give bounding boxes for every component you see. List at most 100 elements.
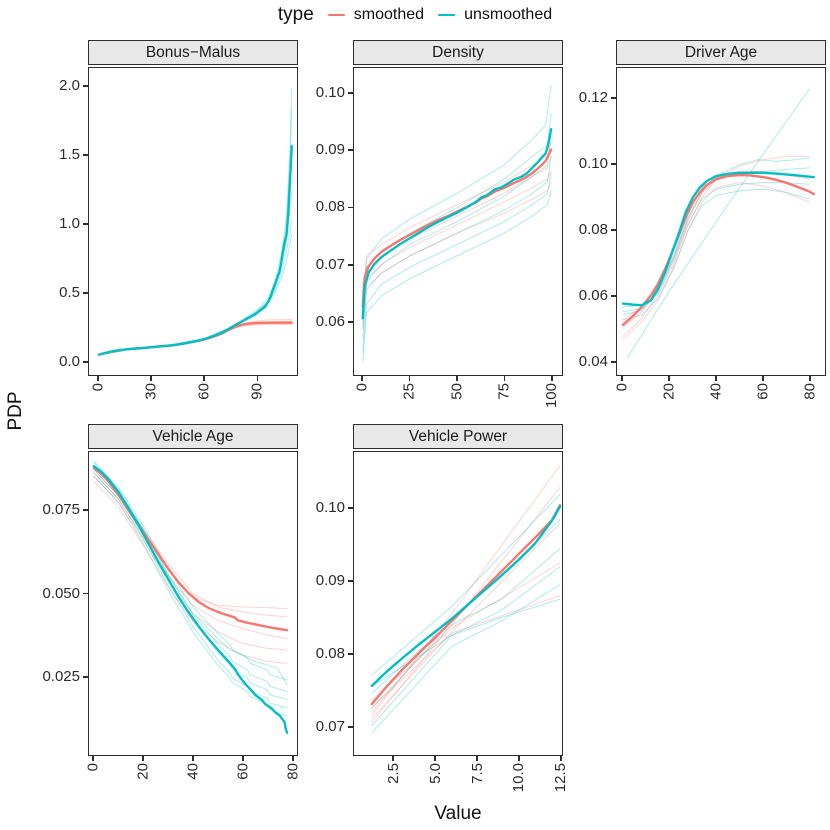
x-tick-label: 25 (400, 383, 418, 400)
y-tick-label: 0.08 (315, 198, 345, 216)
legend-label-unsmoothed: unsmoothed (464, 6, 553, 23)
unsmoothed-main-line (621, 171, 815, 307)
y-tick-label: 0.09 (315, 571, 345, 589)
y-tick-mark (83, 154, 88, 156)
x-tick-label: 100 (543, 383, 561, 409)
legend-item-unsmoothed[interactable]: unsmoothed (438, 6, 552, 24)
unsmoothed-ice-line (98, 233, 293, 356)
x-tick-label: 0 (89, 383, 107, 392)
smoothed-main-line (361, 148, 553, 309)
x-tick-mark (668, 376, 670, 381)
facet-strip-vehicle-power: Vehicle Power (353, 424, 563, 449)
x-tick-label: 80 (284, 763, 302, 780)
unsmoothed-ice-line (362, 85, 552, 299)
x-tick-label: 0 (613, 383, 631, 392)
y-axis-title: PDP (5, 391, 26, 431)
facet-strip-density: Density (353, 40, 563, 65)
x-tick-label: 10.0 (510, 763, 528, 793)
y-tick-label: 0.08 (578, 221, 608, 239)
x-tick-label: 80 (801, 383, 819, 400)
x-tick-label: 20 (134, 763, 152, 780)
unsmoothed-ice-line (98, 110, 293, 355)
x-axis-title: Value (434, 803, 482, 824)
unsmoothed-main-line (370, 505, 562, 688)
y-tick-mark (348, 206, 353, 209)
smoothed-ice-line (93, 469, 288, 610)
y-tick-mark (348, 580, 353, 582)
y-tick-mark (348, 507, 353, 509)
unsmoothed-ice-line (98, 161, 293, 356)
x-tick-mark (503, 376, 506, 381)
legend-item-smoothed[interactable]: smoothed (327, 6, 424, 24)
y-tick-mark (348, 92, 353, 94)
unsmoothed-ice-line (98, 219, 293, 356)
x-tick-mark (408, 376, 411, 381)
x-tick-label: 2.5 (384, 763, 402, 784)
facet-strip-vehicle-age: Vehicle Age (88, 424, 298, 449)
x-tick-mark (809, 376, 811, 381)
smoothed-ice-line (362, 181, 552, 331)
smoothed-main-line (92, 466, 289, 632)
smoothed-ice-line (93, 472, 288, 639)
x-tick-label: 30 (142, 383, 160, 400)
facet-panel-bonus-malus (88, 67, 298, 376)
y-tick-label: 0.10 (315, 83, 345, 101)
unsmoothed-ice-line (622, 188, 810, 321)
smoothed-main-line (621, 173, 815, 326)
unsmoothed-ice-line (93, 469, 288, 701)
x-tick-mark (434, 756, 436, 761)
smoothed-ice-line (622, 155, 810, 337)
smoothed-ice-line (622, 182, 810, 341)
unsmoothed-ice-line (93, 472, 288, 709)
y-tick-label: 0.025 (42, 668, 80, 686)
smoothed-ice-line (371, 522, 561, 719)
y-tick-mark (83, 223, 88, 225)
y-tick-label: 0.075 (42, 501, 80, 519)
x-tick-label: 40 (707, 383, 725, 400)
unsmoothed-line-key-icon (438, 13, 456, 17)
unsmoothed-ice-line (93, 460, 288, 681)
facet-strip-driver-age: Driver Age (616, 40, 826, 65)
x-tick-label: 0 (84, 763, 102, 772)
y-tick-label: 0.04 (578, 353, 608, 371)
y-tick-mark (83, 676, 88, 678)
y-tick-label: 0.12 (578, 89, 608, 107)
smoothed-ice-line (371, 464, 561, 716)
y-tick-mark (83, 592, 88, 595)
unsmoothed-ice-line (371, 493, 561, 676)
y-tick-label: 0.050 (42, 584, 80, 602)
y-tick-mark (348, 321, 353, 323)
x-tick-mark (476, 756, 478, 761)
x-tick-label: 40 (184, 763, 202, 780)
y-tick-mark (83, 361, 88, 363)
y-tick-label: 0.06 (578, 287, 608, 305)
facet-panel-vehicle-age (88, 451, 298, 756)
unsmoothed-ice-line (362, 173, 552, 353)
x-tick-label: 60 (234, 763, 252, 780)
facet-panel-driver-age (616, 67, 826, 376)
unsmoothed-ice-line (98, 88, 293, 356)
y-tick-mark (611, 295, 616, 297)
x-tick-mark (361, 376, 363, 381)
facet-strip-bonus-malus: Bonus−Malus (88, 40, 298, 65)
unsmoothed-ice-line (371, 548, 561, 709)
x-tick-label: 20 (660, 383, 678, 400)
y-tick-mark (83, 509, 88, 511)
x-tick-label: 60 (195, 383, 213, 400)
x-tick-mark (256, 376, 259, 381)
unsmoothed-ice-line (622, 182, 810, 313)
x-tick-mark (762, 376, 764, 381)
smoothed-ice-line (362, 170, 552, 322)
x-tick-label: 7.5 (468, 763, 486, 784)
smoothed-ice-line (93, 480, 288, 664)
smoothed-ice-line (93, 475, 288, 651)
y-tick-label: 0.07 (315, 717, 345, 735)
x-tick-mark (560, 756, 562, 761)
y-tick-label: 0.06 (315, 313, 345, 331)
y-tick-mark (348, 264, 353, 266)
y-tick-label: 1.0 (59, 215, 80, 233)
x-tick-mark (456, 376, 458, 381)
x-tick-mark (203, 376, 205, 381)
legend: type smoothed unsmoothed (0, 4, 830, 26)
smoothed-ice-line (371, 562, 561, 701)
